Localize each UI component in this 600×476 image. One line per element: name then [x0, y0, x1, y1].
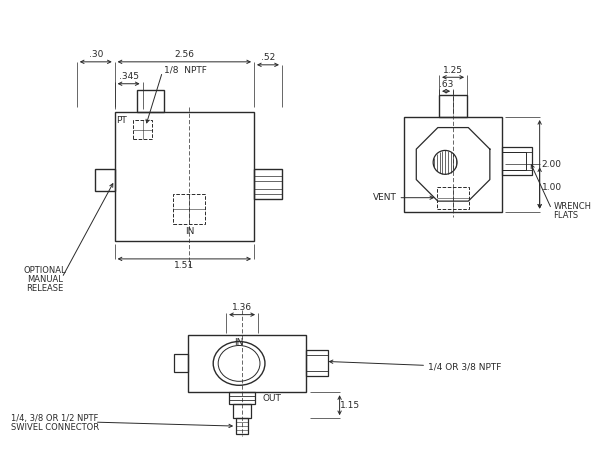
Text: IN: IN	[185, 227, 194, 236]
Text: 1/4, 3/8 OR 1/2 NPTF: 1/4, 3/8 OR 1/2 NPTF	[11, 414, 98, 423]
Bar	[502, 148, 532, 175]
Text: 2.00: 2.00	[542, 160, 562, 169]
Text: .63: .63	[439, 79, 453, 89]
Text: .30: .30	[89, 50, 103, 60]
Text: 1.00: 1.00	[542, 183, 562, 192]
Bar	[236, 418, 248, 434]
Bar	[95, 169, 115, 191]
Text: 1.15: 1.15	[340, 401, 359, 410]
Text: 2.56: 2.56	[175, 50, 194, 60]
Bar	[133, 119, 152, 139]
Text: OUT: OUT	[263, 394, 282, 403]
Text: FLATS: FLATS	[554, 210, 579, 219]
Text: 1/4 OR 3/8 NPTF: 1/4 OR 3/8 NPTF	[428, 363, 502, 372]
Bar	[115, 111, 254, 241]
Text: IN: IN	[235, 338, 244, 347]
Text: .52: .52	[261, 53, 275, 62]
Text: RELEASE: RELEASE	[26, 284, 64, 293]
Bar	[188, 335, 306, 392]
Bar	[137, 89, 164, 111]
Bar	[437, 187, 469, 208]
Text: PT: PT	[116, 116, 127, 125]
Bar	[404, 117, 502, 212]
Bar	[229, 392, 255, 404]
Text: VENT: VENT	[373, 193, 397, 202]
Text: 1.36: 1.36	[232, 303, 252, 312]
Bar	[254, 169, 282, 199]
Bar	[233, 404, 251, 418]
Text: 1/8  NPTF: 1/8 NPTF	[164, 65, 208, 74]
Bar	[175, 355, 188, 372]
Text: 1.51: 1.51	[174, 261, 194, 270]
Bar	[439, 95, 467, 117]
Text: MANUAL: MANUAL	[27, 275, 63, 284]
Text: OPTIONAL: OPTIONAL	[23, 267, 67, 275]
Bar	[173, 194, 205, 224]
Text: 1.25: 1.25	[443, 66, 463, 75]
Text: .345: .345	[119, 72, 139, 81]
Text: SWIVEL CONNECTOR: SWIVEL CONNECTOR	[11, 423, 99, 432]
Bar	[502, 152, 526, 170]
Text: WRENCH: WRENCH	[554, 202, 592, 211]
Bar	[306, 350, 328, 377]
